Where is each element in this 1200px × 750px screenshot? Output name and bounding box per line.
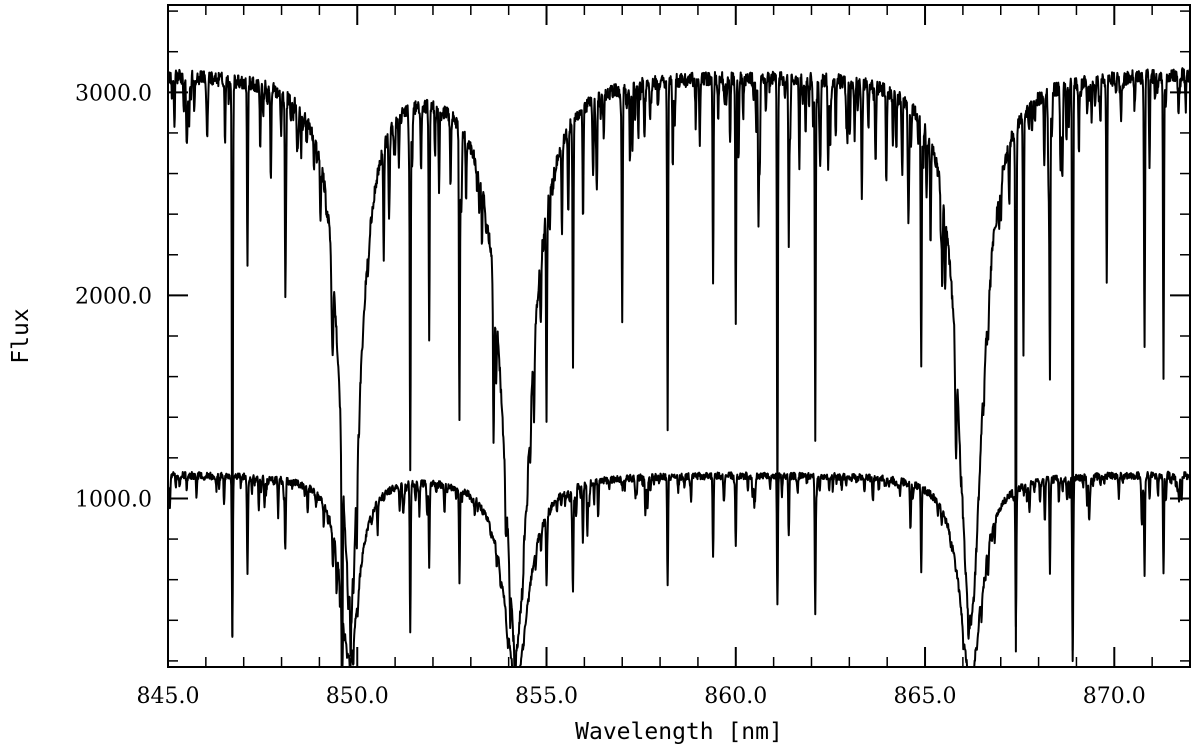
y-tick-labels: 1000.0 2000.0 3000.0 — [75, 81, 152, 512]
y-tick-label: 1000.0 — [75, 487, 152, 512]
x-tick-label: 865.0 — [894, 684, 957, 709]
y-tick-label: 2000.0 — [75, 284, 152, 309]
x-tick-label: 845.0 — [137, 684, 200, 709]
x-tick-labels: 845.0 850.0 855.0 860.0 865.0 870.0 — [137, 684, 1146, 709]
minor-ticks — [168, 5, 1191, 667]
x-tick-label: 850.0 — [326, 684, 389, 709]
spectrum-series-1 — [167, 67, 1191, 668]
series-group — [167, 67, 1191, 668]
x-tick-label: 860.0 — [704, 684, 767, 709]
spectrum-series-2 — [167, 470, 1191, 668]
x-tick-label: 855.0 — [515, 684, 578, 709]
y-axis-title: Flux — [8, 308, 34, 363]
x-axis-title: Wavelength [nm] — [575, 719, 783, 745]
major-ticks — [167, 5, 1190, 667]
x-tick-label: 870.0 — [1083, 684, 1146, 709]
y-tick-label: 3000.0 — [75, 81, 152, 106]
